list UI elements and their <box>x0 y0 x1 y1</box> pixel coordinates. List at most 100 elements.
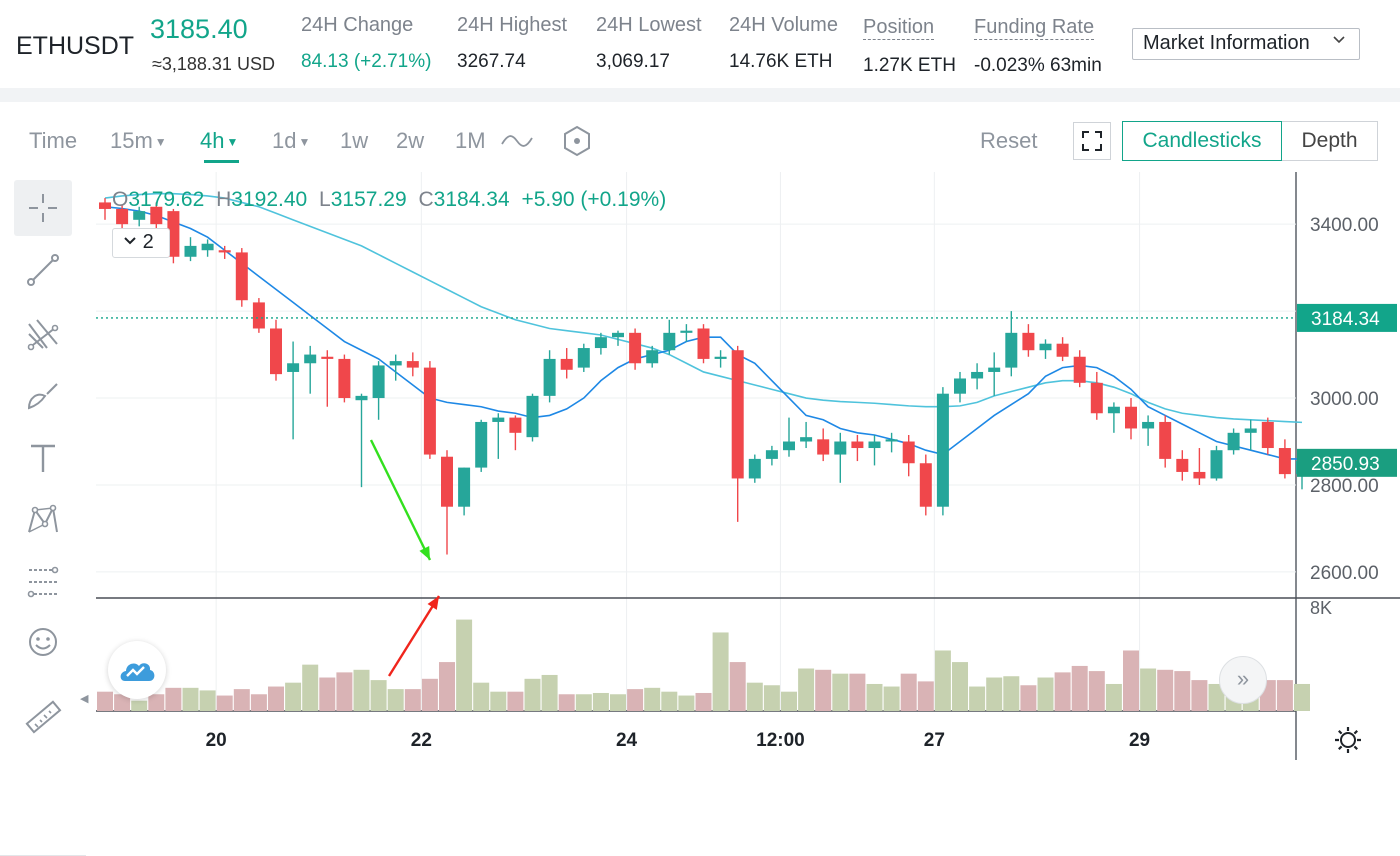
brush-tool[interactable] <box>14 368 72 424</box>
interval-2w[interactable]: 2w <box>396 128 425 153</box>
volume-bar <box>678 695 695 711</box>
volume-bar <box>644 687 661 711</box>
interval-15m[interactable]: 15m ▼ <box>110 128 167 154</box>
candle-down <box>441 456 453 507</box>
candlestick-chart[interactable]: 2600.00 2800.00 3000.00 3400.00 8K 3184.34 285… <box>0 0 1400 780</box>
indicators-hexagon-icon[interactable] <box>560 124 594 163</box>
volume-bar <box>986 677 1003 711</box>
ma-price-label: 2850.93 <box>1311 454 1380 475</box>
volume-bar <box>798 668 815 711</box>
indicator-count: 2 <box>142 231 154 253</box>
cloud-sync-button[interactable] <box>108 641 166 699</box>
chart-settings-button[interactable] <box>1332 724 1364 761</box>
volume-bar <box>849 673 866 711</box>
candle-down <box>252 302 265 329</box>
stat-24h-change: 24H Change 84.13 (+2.71%) <box>301 14 431 73</box>
candle-down <box>1278 448 1291 475</box>
candlesticks-tab[interactable]: Candlesticks <box>1122 121 1282 161</box>
candle-down <box>902 441 915 464</box>
candle-down <box>1073 356 1086 383</box>
crosshair-tool[interactable] <box>14 180 72 236</box>
market-information-label: Market Information <box>1143 32 1310 54</box>
reset-button[interactable]: Reset <box>980 128 1038 153</box>
candle-up <box>800 437 813 442</box>
volume-bar <box>524 678 541 711</box>
stat-label[interactable]: Funding Rate <box>974 16 1095 40</box>
candle-up <box>868 441 881 449</box>
candle-down <box>150 206 163 225</box>
candle-up <box>458 467 471 507</box>
interval-label: 4h <box>200 128 225 153</box>
stat-position[interactable]: Position 1.27K ETH <box>863 16 956 77</box>
volume-bar <box>575 694 592 711</box>
scroll-to-latest-button[interactable]: » <box>1219 656 1267 704</box>
x-tick-label: 27 <box>924 730 945 751</box>
stat-label[interactable]: Position <box>863 16 935 40</box>
volume-bar <box>541 674 558 711</box>
volume-bar <box>866 683 883 711</box>
pattern-tool[interactable] <box>14 492 72 548</box>
trend-line-tool[interactable] <box>14 242 72 298</box>
volume-bar <box>114 694 131 711</box>
candle-up <box>304 354 317 364</box>
ruler-tool[interactable] <box>14 690 72 746</box>
candle-up <box>526 395 539 438</box>
candle-up <box>184 245 197 257</box>
sticker-tool[interactable] <box>14 614 72 670</box>
candle-down <box>116 208 129 225</box>
indicator-toggle[interactable]: 2 <box>112 228 170 258</box>
volume-bar <box>302 664 319 711</box>
interval-1d[interactable]: 1d ▼ <box>272 128 310 154</box>
stat-value: 14.76K ETH <box>729 51 833 72</box>
change-value: +5.90 (+0.19%) <box>521 188 667 211</box>
interval-4h[interactable]: 4h ▼ <box>200 128 238 154</box>
volume-bar <box>917 681 934 711</box>
x-tick-label: 24 <box>616 730 638 751</box>
candle-up <box>988 367 1001 372</box>
volume-bar <box>1123 650 1139 711</box>
text-tool-icon <box>31 444 55 472</box>
candle-up <box>1227 432 1240 451</box>
candle-down <box>270 328 282 375</box>
volume-bar <box>1140 668 1157 711</box>
volume-bar <box>182 687 199 711</box>
volume-bar <box>473 682 490 711</box>
fork-lines-icon <box>27 319 59 351</box>
candle-up <box>389 361 402 366</box>
candle-up <box>765 450 778 459</box>
depth-tab[interactable]: Depth <box>1282 121 1378 161</box>
stat-label: 24H Lowest <box>596 14 702 36</box>
fullscreen-button[interactable] <box>1073 122 1111 160</box>
candle-down <box>218 250 231 253</box>
interval-1w[interactable]: 1w <box>340 128 369 153</box>
candle-down <box>1176 458 1189 472</box>
text-tool[interactable] <box>14 430 72 486</box>
chart-style-wave-icon[interactable] <box>500 130 534 157</box>
symbol-name[interactable]: ETHUSDT <box>16 32 135 60</box>
fork-lines-tool[interactable] <box>14 306 72 362</box>
candle-up <box>1039 343 1052 351</box>
cloud-icon <box>120 663 155 681</box>
collapse-tools-icon[interactable]: ◀ <box>80 693 89 705</box>
candle-up <box>646 350 659 364</box>
candle-up <box>1142 421 1155 429</box>
stat-value: 3267.74 <box>457 51 526 72</box>
volume-bar <box>507 691 524 711</box>
stat-value: 84.13 (+2.71%) <box>301 51 432 72</box>
high-value: 3192.40 <box>231 188 308 211</box>
candle-up <box>133 211 146 220</box>
market-information-dropdown[interactable]: Market Information <box>1132 28 1360 60</box>
candle-up <box>1210 450 1223 479</box>
ruler-icon <box>25 700 62 734</box>
y-tick-label: 2800.00 <box>1310 476 1379 497</box>
candle-up <box>201 243 214 251</box>
candle-down <box>509 417 522 433</box>
volume-bar <box>439 662 455 711</box>
interval-label: 15m <box>110 128 153 153</box>
volume-bar <box>387 689 404 711</box>
stat-funding-rate[interactable]: Funding Rate -0.023% 63min <box>974 16 1102 77</box>
interval-1m[interactable]: 1M <box>455 128 486 153</box>
candle-up <box>1107 406 1120 414</box>
volume-bar <box>404 689 421 711</box>
fib-levels-tool[interactable] <box>14 554 72 610</box>
